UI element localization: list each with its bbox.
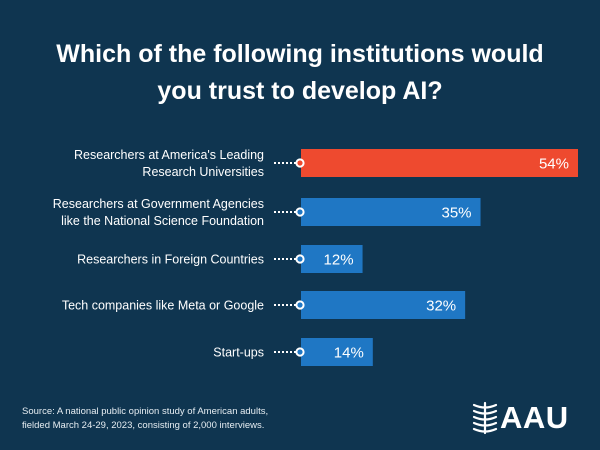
source-line-1: Source: A national public opinion study …: [22, 406, 269, 417]
category-label-4-line-1: Tech companies like Meta or Google: [62, 299, 264, 313]
value-label-5: 14%: [334, 345, 364, 362]
leader-dot-4: [295, 300, 305, 310]
value-label-2: 35%: [442, 205, 472, 222]
source-note: Source: A national public opinion study …: [22, 405, 268, 433]
bar-2: [301, 198, 481, 226]
chart-title-line-1: Which of the following institutions woul…: [56, 40, 544, 68]
category-label-3-line-1: Researchers in Foreign Countries: [77, 253, 264, 267]
bar-3: [301, 245, 363, 273]
source-line-2: fielded March 24-29, 2023, consisting of…: [22, 420, 265, 431]
leader-dot-1: [295, 158, 305, 168]
category-label-2-line-1: Researchers at Government Agencies: [53, 197, 264, 211]
category-label-1-line-2: Research Universities: [142, 165, 264, 179]
bar-5: [301, 338, 373, 366]
category-label-1-line-1: Researchers at America's Leading: [74, 148, 264, 162]
aau-logo-text: AAU: [500, 400, 569, 435]
aau-emblem-icon: [472, 401, 498, 435]
chart-title-line-2: you trust to develop AI?: [157, 77, 443, 105]
chart-title: Which of the following institutions woul…: [0, 36, 600, 110]
bar-4: [301, 291, 466, 319]
leader-dot-5: [295, 347, 305, 357]
value-label-1: 54%: [539, 156, 569, 173]
category-label-2-line-2: like the National Science Foundation: [61, 214, 264, 228]
aau-logo: AAU: [470, 398, 569, 438]
value-label-4: 32%: [426, 298, 456, 315]
category-label-5-line-1: Start-ups: [213, 346, 264, 360]
leader-dot-2: [295, 207, 305, 217]
leader-dot-3: [295, 254, 305, 264]
value-label-3: 12%: [324, 252, 354, 269]
bar-1: [301, 149, 578, 177]
